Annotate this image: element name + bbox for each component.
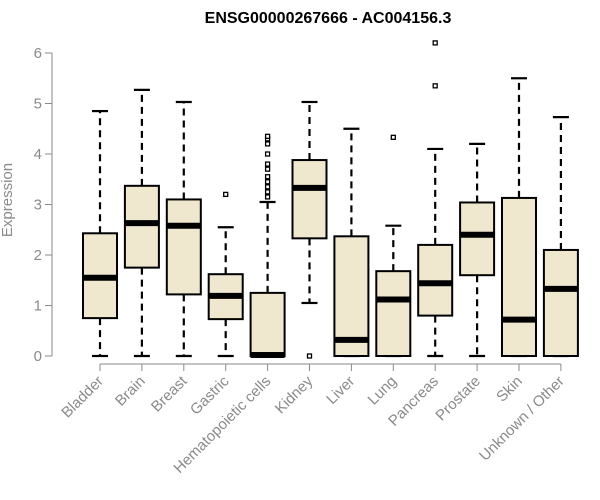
- box-hematopoietic-cells: [249, 133, 286, 358]
- box-breast: [165, 100, 202, 358]
- box-brain: [123, 88, 160, 358]
- box-kidney: [291, 100, 328, 359]
- outlier-point: [306, 353, 313, 359]
- y-tick-label: 1: [34, 298, 42, 315]
- y-tick-label: 3: [34, 197, 42, 214]
- y-axis: 0 1 2 3 4 5 6: [34, 45, 53, 365]
- y-tick-label: 6: [34, 45, 42, 62]
- box-iqr: [123, 184, 160, 269]
- box-iqr: [501, 196, 537, 357]
- y-tick-label: 0: [34, 348, 42, 365]
- y-axis-label: Expression: [0, 163, 16, 237]
- outlier-point: [264, 133, 271, 139]
- x-tick-label: Kidney: [272, 372, 317, 417]
- box-liver: [333, 127, 370, 358]
- outlier-point: [223, 191, 229, 198]
- y-tick-label: 5: [34, 96, 42, 113]
- outlier-point: [264, 161, 271, 167]
- box-pancreas: [417, 40, 454, 358]
- outlier-point: [264, 166, 271, 172]
- box-iqr: [417, 243, 454, 317]
- boxes: [82, 40, 579, 359]
- chart-title: ENSG00000267666 - AC004156.3: [205, 10, 452, 27]
- box-skin: [501, 77, 537, 358]
- outlier-point: [264, 141, 271, 147]
- box-iqr: [291, 159, 328, 240]
- outlier-point: [390, 134, 396, 140]
- box-lung: [375, 134, 412, 358]
- box-unknown-other: [542, 116, 579, 358]
- x-tick-label: Lung: [365, 373, 401, 409]
- outlier-point: [432, 83, 438, 89]
- box-bladder: [82, 109, 118, 358]
- x-tick-label: Brain: [112, 373, 149, 410]
- y-tick-label: 4: [34, 146, 42, 163]
- box-iqr: [165, 198, 202, 296]
- x-tick-label: Breast: [148, 372, 191, 415]
- outlier-point: [264, 174, 271, 180]
- x-tick-label: Liver: [323, 373, 358, 408]
- box-iqr: [249, 291, 286, 357]
- box-iqr: [542, 248, 579, 357]
- box-iqr: [459, 201, 496, 277]
- box-iqr: [333, 235, 370, 357]
- outlier-point: [264, 184, 271, 190]
- box-iqr: [375, 270, 412, 357]
- x-tick-label: Bladder: [58, 373, 107, 422]
- box-gastric: [207, 191, 244, 358]
- box-prostate: [459, 142, 496, 358]
- outlier-point: [264, 151, 271, 157]
- outlier-point: [432, 40, 438, 46]
- outlier-point: [264, 189, 271, 195]
- y-tick-label: 2: [34, 247, 42, 264]
- x-tick-label: Skin: [493, 373, 526, 406]
- outlier-point: [264, 194, 271, 200]
- outlier-point: [264, 179, 271, 185]
- x-tick-label: Prostate: [432, 373, 484, 425]
